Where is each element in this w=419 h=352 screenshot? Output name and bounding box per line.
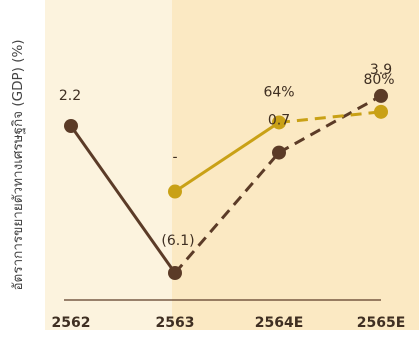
x-tick-label: 2565E (357, 315, 406, 331)
y-axis-label: อัตราการขยายตัวทางเศรษฐกิจ (GDP) (%) (10, 39, 26, 290)
data-point (272, 145, 286, 160)
data-point (64, 119, 78, 133)
series-line-segment (174, 121, 280, 193)
data-label: (6.1) (161, 233, 194, 249)
data-point (168, 184, 182, 199)
data-label: 64% (263, 84, 294, 100)
background-panel-forecast (172, 0, 419, 330)
series-lines (69, 94, 382, 274)
data-point (168, 266, 182, 280)
series-line-segment (173, 151, 281, 274)
x-tick-label: 2562 (52, 315, 91, 331)
data-label: - (172, 150, 177, 166)
background-panel-actual (45, 0, 172, 330)
data-point (374, 104, 388, 119)
data-label: 80% (363, 72, 394, 88)
series-line-segment (278, 94, 382, 154)
data-label: 0.7 (268, 113, 290, 129)
series-data-labels: 2.2 (6.1) 0.7 3.9 - 64% 80% (59, 62, 395, 249)
series-line-segment (69, 125, 177, 274)
data-label: 3.9 (370, 62, 392, 78)
x-tick-label: 2563 (156, 315, 195, 331)
x-tick-labels: 2562 2563 2564E 2565E (52, 315, 406, 331)
series-points (64, 88, 388, 280)
data-label: 2.2 (59, 88, 81, 104)
data-point (272, 115, 286, 130)
data-point (374, 88, 388, 103)
x-tick-label: 2564E (255, 315, 304, 331)
